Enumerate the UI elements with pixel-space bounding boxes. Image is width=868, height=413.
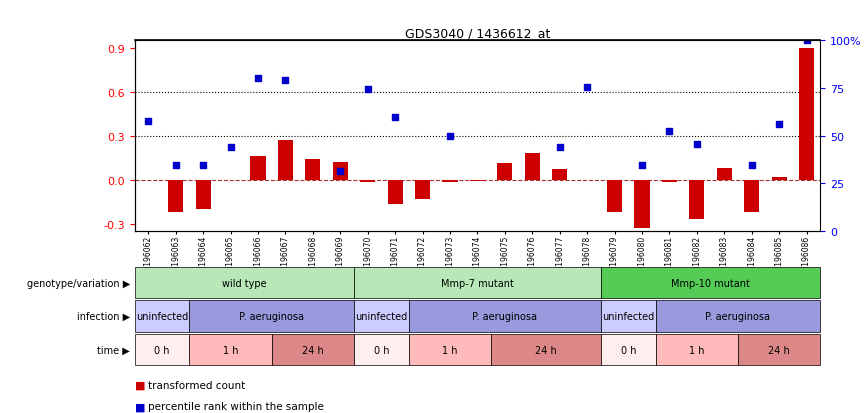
Text: percentile rank within the sample: percentile rank within the sample xyxy=(148,401,324,411)
Point xyxy=(690,142,704,148)
Point xyxy=(799,38,813,45)
Bar xyxy=(497,164,512,180)
Bar xyxy=(772,177,786,180)
Bar xyxy=(655,301,820,332)
Bar xyxy=(689,180,704,220)
Bar xyxy=(525,154,540,180)
Point xyxy=(196,162,210,169)
Text: P. aeruginosa: P. aeruginosa xyxy=(472,311,537,321)
Text: P. aeruginosa: P. aeruginosa xyxy=(706,311,771,321)
Text: 24 h: 24 h xyxy=(302,345,324,355)
Bar xyxy=(189,334,272,366)
Point xyxy=(361,86,375,93)
Text: ■: ■ xyxy=(135,380,145,390)
Point xyxy=(251,76,265,83)
Bar xyxy=(195,180,211,209)
Text: 24 h: 24 h xyxy=(768,345,790,355)
Bar xyxy=(354,301,409,332)
Point xyxy=(580,85,594,91)
Bar xyxy=(272,334,354,366)
Bar xyxy=(601,301,655,332)
Bar xyxy=(601,334,655,366)
Point xyxy=(662,128,676,135)
Point xyxy=(224,145,238,151)
Bar xyxy=(388,180,403,205)
Bar xyxy=(552,170,567,180)
Bar xyxy=(491,334,601,366)
Bar xyxy=(354,267,601,299)
Bar xyxy=(738,334,820,366)
Bar xyxy=(409,334,491,366)
Text: 0 h: 0 h xyxy=(155,345,170,355)
Point xyxy=(635,162,649,169)
Point xyxy=(745,162,759,169)
Bar xyxy=(601,267,820,299)
Point xyxy=(141,119,155,125)
Title: GDS3040 / 1436612_at: GDS3040 / 1436612_at xyxy=(404,27,550,40)
Bar xyxy=(717,169,732,180)
Bar xyxy=(332,163,348,180)
Point xyxy=(388,114,402,121)
Bar xyxy=(360,180,375,183)
Bar xyxy=(168,180,183,212)
Text: ■: ■ xyxy=(135,401,145,411)
Bar xyxy=(635,180,649,228)
Text: 1 h: 1 h xyxy=(689,345,705,355)
Bar xyxy=(306,160,320,180)
Bar xyxy=(409,301,601,332)
Text: wild type: wild type xyxy=(222,278,266,288)
Bar xyxy=(415,180,430,199)
Bar xyxy=(799,49,814,180)
Point xyxy=(443,133,457,140)
Bar xyxy=(135,267,354,299)
Bar xyxy=(135,334,189,366)
Text: uninfected: uninfected xyxy=(136,311,188,321)
Point xyxy=(333,168,347,175)
Text: P. aeruginosa: P. aeruginosa xyxy=(240,311,304,321)
Bar xyxy=(251,157,266,180)
Point xyxy=(168,162,182,169)
Bar xyxy=(443,180,457,183)
Text: 1 h: 1 h xyxy=(442,345,457,355)
Point xyxy=(553,145,567,151)
Text: infection ▶: infection ▶ xyxy=(77,311,130,321)
Bar xyxy=(189,301,354,332)
Bar xyxy=(135,301,189,332)
Text: Mmp-7 mutant: Mmp-7 mutant xyxy=(441,278,514,288)
Point xyxy=(773,121,786,128)
Bar xyxy=(744,180,760,212)
Point xyxy=(279,78,293,84)
Bar xyxy=(607,180,622,212)
Bar xyxy=(278,141,293,180)
Text: 1 h: 1 h xyxy=(223,345,239,355)
Text: uninfected: uninfected xyxy=(355,311,407,321)
Text: time ▶: time ▶ xyxy=(97,345,130,355)
Bar xyxy=(470,180,485,182)
Text: transformed count: transformed count xyxy=(148,380,245,390)
Text: uninfected: uninfected xyxy=(602,311,654,321)
Bar xyxy=(662,180,677,183)
Text: genotype/variation ▶: genotype/variation ▶ xyxy=(27,278,130,288)
Text: Mmp-10 mutant: Mmp-10 mutant xyxy=(671,278,750,288)
Bar xyxy=(354,334,409,366)
Text: 0 h: 0 h xyxy=(373,345,389,355)
Text: 24 h: 24 h xyxy=(535,345,557,355)
Text: 0 h: 0 h xyxy=(621,345,636,355)
Bar xyxy=(655,334,738,366)
